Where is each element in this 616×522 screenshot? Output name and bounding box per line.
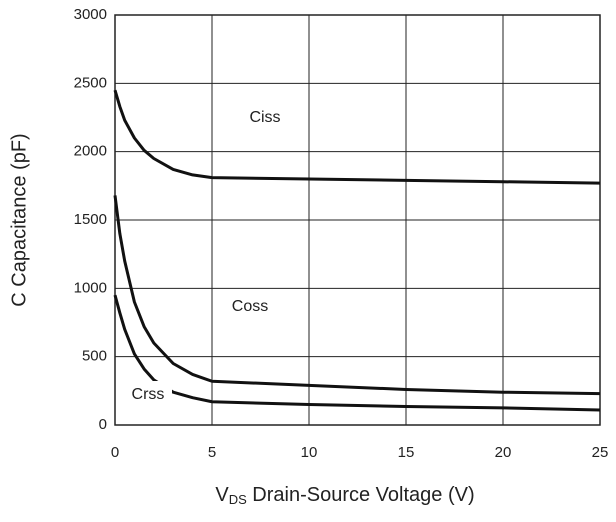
y-tick-label: 2000 bbox=[74, 143, 107, 160]
series-label: Coss bbox=[232, 298, 268, 315]
y-axis-label: C Capacitance (pF) bbox=[8, 133, 30, 306]
series-label: Crss bbox=[132, 386, 165, 403]
x-tick-label: 15 bbox=[398, 444, 415, 461]
series-line bbox=[113, 195, 601, 396]
y-tick-label: 3000 bbox=[74, 6, 107, 23]
x-axis-label-main: V bbox=[215, 484, 229, 506]
label-background bbox=[241, 104, 289, 132]
x-tick-label: 5 bbox=[208, 444, 216, 461]
x-tick-label: 0 bbox=[111, 444, 119, 461]
x-tick-label: 20 bbox=[495, 444, 512, 461]
series-line bbox=[113, 294, 601, 412]
series-line bbox=[113, 89, 601, 185]
y-tick-label: 500 bbox=[82, 348, 107, 365]
x-axis-label-rest: Drain-Source Voltage (V) bbox=[247, 484, 475, 506]
x-axis-label-sub: DS bbox=[229, 492, 247, 507]
y-tick-label: 0 bbox=[99, 416, 107, 433]
plot-frame bbox=[114, 14, 601, 426]
y-tick-label: 2500 bbox=[74, 74, 107, 91]
x-axis-label: VDS Drain-Source Voltage (V) bbox=[215, 484, 474, 507]
series-label: Ciss bbox=[249, 109, 280, 126]
x-tick-label: 10 bbox=[301, 444, 318, 461]
x-tick-label: 25 bbox=[592, 444, 609, 461]
y-tick-label: 1000 bbox=[74, 279, 107, 296]
y-tick-label: 1500 bbox=[74, 211, 107, 228]
label-background bbox=[226, 293, 274, 321]
label-background bbox=[124, 381, 172, 409]
